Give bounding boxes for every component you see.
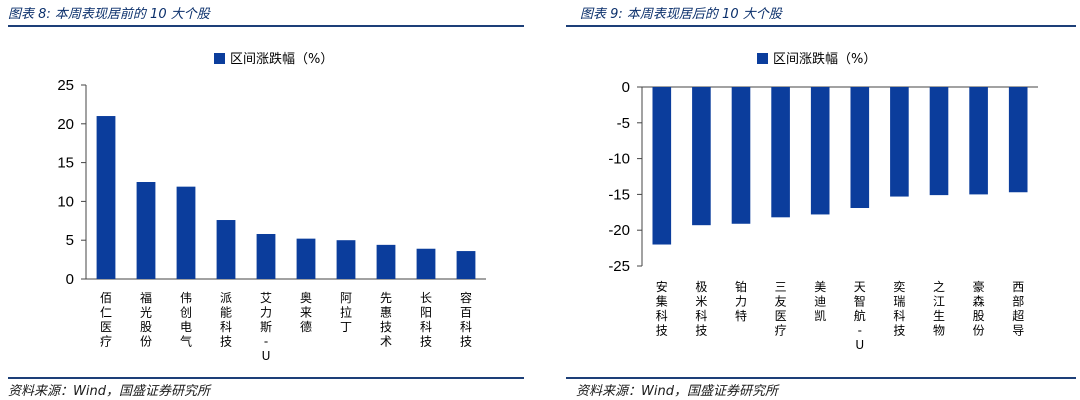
bar xyxy=(176,186,196,279)
bar xyxy=(969,87,988,195)
bar xyxy=(810,87,830,215)
source-note: 资料来源：Wind，国盛证券研究所 xyxy=(8,384,210,399)
bar-chart-top-losers: 区间涨跌幅（%） 0 -5 -10 -15 -20 -25 安集科技 极米科技 铂力特 三友医疗 美迪… xyxy=(608,51,1038,352)
y-tick-label: 0 xyxy=(66,271,74,288)
y-tick-label: -20 xyxy=(608,222,630,239)
y-tick-label: 0 xyxy=(622,79,630,96)
legend: 区间涨跌幅（%） xyxy=(757,51,876,67)
bar xyxy=(296,238,316,279)
figure-title: 图表 8: 本周表现居前的 10 大个股 xyxy=(8,7,210,22)
y-tick-label: 15 xyxy=(57,155,74,172)
source-note: 资料来源：Wind，国盛证券研究所 xyxy=(576,384,778,399)
x-category-label: 艾力斯-U xyxy=(260,291,272,363)
x-category-label: 派能科技 xyxy=(220,291,232,349)
x-category-label: 阿拉丁 xyxy=(340,291,352,334)
x-category-label: 奕瑞科技 xyxy=(893,279,905,338)
x-category-label: 容百科技 xyxy=(460,290,472,349)
source-rule xyxy=(8,377,524,379)
x-category-label: 长阳科技 xyxy=(420,291,432,349)
x-category-label: 极米科技 xyxy=(695,280,707,338)
y-tick-label: 25 xyxy=(57,77,74,94)
bar xyxy=(96,116,116,279)
legend-label: 区间涨跌幅（%） xyxy=(230,51,333,67)
bar xyxy=(376,244,396,279)
legend-label: 区间涨跌幅（%） xyxy=(773,51,876,67)
y-tick-label: -10 xyxy=(608,151,630,168)
bar xyxy=(1008,87,1028,193)
figure-title: 图表 9: 本周表现居后的 10 大个股 xyxy=(580,7,782,22)
x-category-label: 天智航-U xyxy=(854,280,866,352)
bar xyxy=(771,87,790,218)
x-category-label: 伟创电气 xyxy=(180,291,192,349)
bar xyxy=(336,240,356,279)
x-category-label: 豪森股份 xyxy=(973,279,985,338)
x-category-label: 美迪凯 xyxy=(814,280,826,323)
bar xyxy=(416,248,436,279)
bar xyxy=(652,87,672,245)
bar xyxy=(216,220,236,279)
legend-swatch xyxy=(757,53,768,64)
x-category-label: 西部超导 xyxy=(1012,280,1024,338)
x-category-label: 先惠技术 xyxy=(380,291,392,349)
bar xyxy=(731,87,751,224)
x-category-label: 之江生物 xyxy=(933,280,945,338)
bar xyxy=(692,87,711,226)
bar xyxy=(256,233,276,279)
title-rule xyxy=(566,25,1076,27)
bar xyxy=(929,87,949,196)
x-category-label: 铂力特 xyxy=(735,279,747,323)
x-category-label: 奥来德 xyxy=(300,291,312,334)
bar xyxy=(456,251,476,279)
x-category-label: 佰仁医疗 xyxy=(100,291,112,349)
source-rule xyxy=(566,377,1076,379)
legend: 区间涨跌幅（%） xyxy=(214,51,333,67)
y-tick-label: 5 xyxy=(66,232,74,249)
x-category-label: 福光股份 xyxy=(140,290,152,349)
y-tick-label: -15 xyxy=(608,186,630,203)
bar xyxy=(136,182,156,279)
title-rule xyxy=(8,25,524,27)
bar xyxy=(890,87,909,197)
y-tick-label: -25 xyxy=(608,258,630,275)
x-category-label: 安集科技 xyxy=(656,279,668,338)
y-tick-label: 10 xyxy=(57,193,74,210)
legend-swatch xyxy=(214,53,225,64)
bar xyxy=(850,87,870,209)
bar-chart-top-gainers: 区间涨跌幅（%） 0 5 10 15 20 25 佰仁医疗 福光股份 伟创电气 派能科技 艾力斯-U 奥… xyxy=(57,51,486,363)
chart-panel-top-gainers: 图表 8: 本周表现居前的 10 大个股 区间涨跌幅（%） 0 5 10 15 20 25 佰… xyxy=(8,7,524,399)
x-category-label: 三友医疗 xyxy=(775,280,787,338)
chart-panel-top-losers: 图表 9: 本周表现居后的 10 大个股 区间涨跌幅（%） 0 -5 -10 -15 -2… xyxy=(540,0,1080,400)
y-tick-label: 20 xyxy=(57,116,74,133)
y-tick-label: -5 xyxy=(617,115,630,132)
